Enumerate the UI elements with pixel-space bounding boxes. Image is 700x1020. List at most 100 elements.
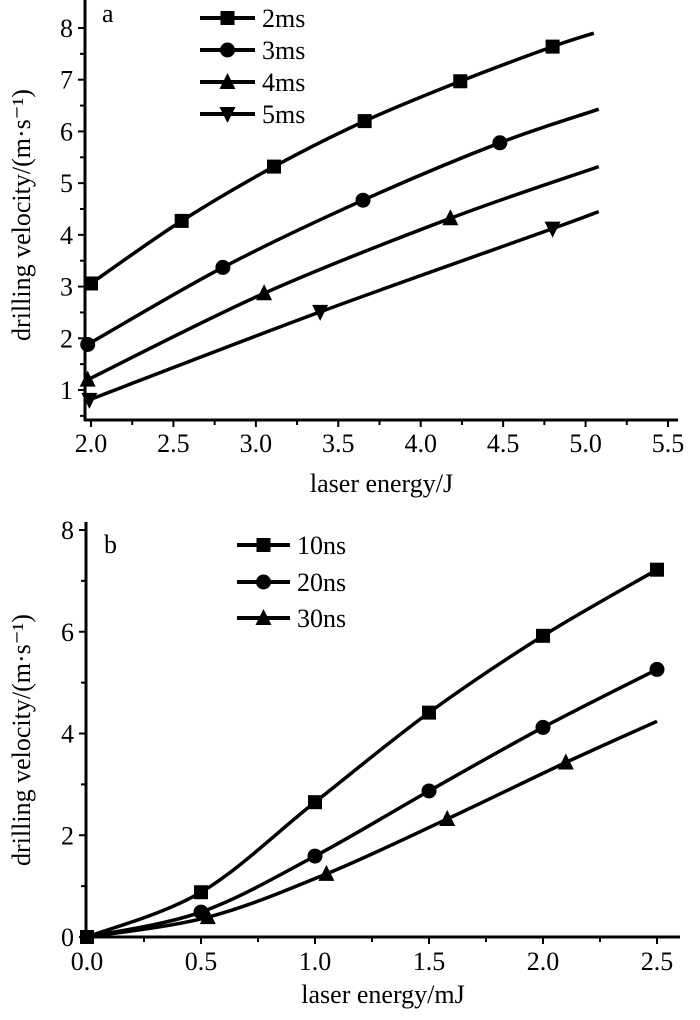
y-axis-label: drilling velocity/(m·s⁻¹): [7, 614, 36, 866]
legend-entry: 5ms: [200, 100, 305, 129]
data-point: [194, 885, 208, 900]
x-tick-label: 3.0: [240, 429, 273, 458]
legend-marker: [220, 42, 235, 58]
data-point: [199, 908, 216, 925]
panel-label: b: [104, 530, 117, 559]
series-line: [86, 568, 658, 939]
data-point: [308, 795, 322, 810]
data-point: [650, 562, 664, 577]
series-line: [86, 164, 600, 382]
x-tick-label: 2.5: [157, 429, 190, 458]
series-10ns: [80, 562, 664, 944]
x-axis-label: laser energy/J: [310, 469, 453, 498]
legend-marker: [255, 609, 272, 625]
x-tick-label: 0.0: [71, 947, 104, 976]
legend-marker: [219, 107, 236, 123]
data-point: [421, 783, 437, 799]
legend-label: 30ns: [297, 604, 346, 633]
y-tick-label: 5: [60, 169, 73, 198]
series-2ms: [84, 31, 595, 291]
x-tick-label: 2.0: [527, 947, 560, 976]
y-tick-label: 2: [61, 821, 74, 850]
legend-label: 4ms: [262, 68, 305, 97]
y-tick-label: 0: [61, 923, 74, 952]
legend-entry: 10ns: [237, 531, 346, 560]
legend-marker: [256, 538, 271, 552]
data-point: [174, 213, 189, 228]
x-tick-label: 5.5: [652, 429, 685, 458]
data-point: [442, 209, 459, 226]
data-point: [266, 159, 281, 174]
x-tick-label: 0.5: [185, 947, 218, 976]
y-tick-label: 2: [60, 324, 73, 353]
data-point: [535, 719, 551, 735]
legend-entry: 30ns: [237, 604, 346, 633]
data-point: [312, 304, 329, 321]
x-tick-label: 1.5: [413, 947, 446, 976]
data-point: [215, 259, 231, 275]
legend-marker: [219, 73, 236, 89]
legend-label: 10ns: [297, 531, 346, 560]
legend-entry: 2ms: [200, 4, 305, 33]
x-tick-label: 1.0: [299, 947, 332, 976]
data-point: [318, 864, 335, 881]
y-tick-label: 3: [60, 273, 73, 302]
y-tick-label: 8: [61, 516, 74, 545]
x-tick-label: 4.0: [404, 429, 437, 458]
data-point: [79, 370, 96, 387]
x-tick-label: 2.5: [641, 947, 674, 976]
data-point: [536, 628, 550, 643]
y-tick-label: 6: [61, 618, 74, 647]
series-5ms: [81, 209, 600, 409]
y-axis-label: drilling velocity/(m·s⁻¹): [7, 89, 36, 341]
panel-label: a: [102, 0, 114, 28]
series-4ms: [79, 164, 600, 387]
y-tick-label: 4: [60, 221, 73, 250]
legend-entry: 20ns: [237, 568, 346, 597]
y-tick-label: 8: [60, 14, 73, 43]
legend-label: 5ms: [262, 100, 305, 129]
data-point: [492, 135, 508, 151]
x-tick-label: 5.0: [569, 429, 602, 458]
data-point: [80, 336, 96, 352]
series-line: [90, 31, 595, 285]
panel-a: 2.0 2.5 3.0 3.5 4.0 4.5 5.0 5.5 1 2 3 4 5 6 7 8 laser en…: [7, 0, 684, 498]
legend-label: 2ms: [262, 4, 305, 33]
legend-marker: [220, 11, 235, 25]
legend-entry: 4ms: [200, 68, 305, 97]
legend-label: 3ms: [262, 36, 305, 65]
legend-marker: [256, 574, 271, 590]
data-point: [545, 39, 560, 54]
series-line: [88, 209, 600, 402]
x-axis-label: laser energy/mJ: [301, 980, 464, 1009]
series-line: [86, 107, 600, 347]
panel-b: 0.0 0.5 1.0 1.5 2.0 2.5 0 2 4 6 8 laser energy/mJ dr…: [7, 516, 680, 1009]
y-tick-label: 7: [60, 66, 73, 95]
series-30ns: [86, 719, 658, 939]
series-line: [86, 667, 658, 939]
series-20ns: [86, 661, 665, 939]
data-point: [439, 809, 456, 826]
y-tick-label: 4: [61, 720, 74, 749]
data-point: [256, 284, 273, 301]
data-point: [649, 661, 665, 677]
y-tick-label: 1: [60, 376, 73, 405]
series-line: [86, 719, 658, 939]
data-point: [557, 753, 574, 770]
data-point: [355, 192, 371, 208]
data-point: [544, 221, 561, 238]
y-tick-label: 6: [60, 117, 73, 146]
data-point: [81, 392, 98, 409]
x-tick-label: 2.0: [75, 429, 108, 458]
legend-entry: 3ms: [200, 36, 305, 65]
data-point: [357, 114, 372, 129]
data-point: [453, 74, 468, 89]
data-point: [84, 276, 98, 291]
data-point: [307, 848, 323, 864]
x-tick-label: 3.5: [322, 429, 355, 458]
series-3ms: [80, 107, 600, 352]
data-point: [422, 705, 436, 720]
x-tick-label: 4.5: [487, 429, 520, 458]
